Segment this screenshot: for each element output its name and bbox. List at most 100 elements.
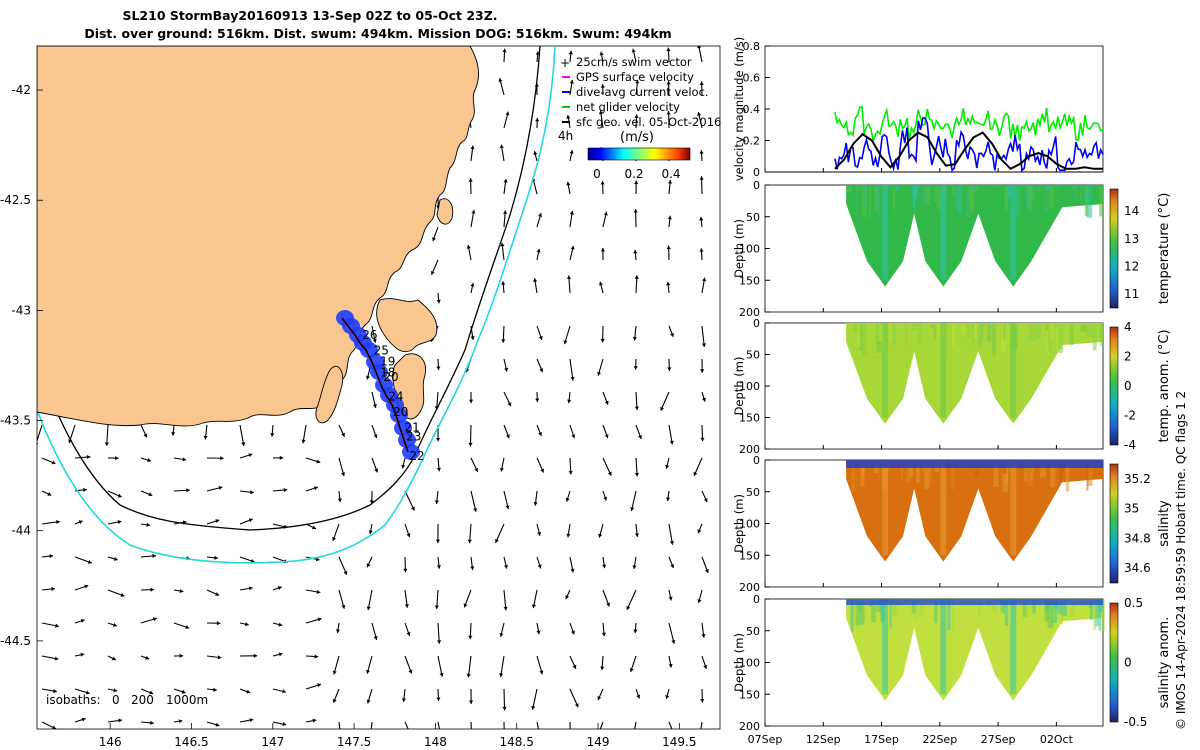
section-y-tick-label: 0 <box>753 593 760 606</box>
section-texture <box>1089 600 1093 620</box>
current-arrowhead <box>436 366 441 371</box>
current-arrow <box>404 490 415 511</box>
current-arrowhead <box>278 622 283 627</box>
current-arrow <box>700 721 703 729</box>
track-day-label: 22 <box>409 449 424 463</box>
current-arrowhead <box>49 554 54 559</box>
section-colorbar-tick: 35.2 <box>1124 472 1151 486</box>
current-arrowhead <box>603 211 608 216</box>
section-y-tick-label: 150 <box>739 549 760 562</box>
current-arrow <box>106 424 109 446</box>
section-texture <box>1044 600 1049 622</box>
current-arrowhead <box>570 245 575 250</box>
section-texture <box>930 324 934 329</box>
figure-title: SL210 StormBay20160913 13-Sep 02Z to 05-… <box>122 8 497 23</box>
current-arrowhead <box>246 689 251 694</box>
section-colorbar-tick: 34.8 <box>1124 531 1151 545</box>
section-texture <box>917 324 922 343</box>
isobath-level: 200 <box>131 693 154 707</box>
current-arrowhead <box>501 281 506 285</box>
section-texture <box>1007 186 1013 198</box>
velocity-y-tick-label: 0 <box>753 166 760 179</box>
current-arrowhead <box>366 606 371 611</box>
current-arrowhead <box>468 442 473 447</box>
map-y-ticks: -42 -42.5 -43 -43.5 -44 -44.5 <box>0 83 43 648</box>
current-arrow <box>467 655 472 678</box>
section-texture <box>928 461 933 483</box>
isobath-200m <box>37 46 541 531</box>
section-texture <box>1027 461 1033 486</box>
current-arrowhead <box>634 275 639 279</box>
track-day-label: 24 <box>388 390 403 404</box>
current-arrowhead <box>401 698 406 702</box>
current-arrowhead <box>626 605 631 610</box>
section-y-tick-label: 200 <box>739 581 760 594</box>
current-arrowhead <box>660 406 665 411</box>
section-colorbar <box>1109 463 1119 584</box>
current-arrowhead <box>668 663 673 668</box>
section-texture <box>918 600 924 617</box>
current-arrowhead <box>401 464 406 469</box>
current-arrowhead <box>250 558 255 563</box>
track-day-label: 20 <box>383 370 398 384</box>
current-arrow <box>404 721 409 729</box>
section-texture <box>1027 186 1032 210</box>
current-arrowhead <box>569 79 574 84</box>
current-arrowhead <box>539 740 543 744</box>
current-arrowhead <box>668 596 673 601</box>
current-arrow <box>701 325 705 348</box>
current-arrowhead <box>178 719 183 724</box>
section-texture <box>876 600 883 612</box>
current-arrowhead <box>568 740 572 743</box>
section-texture <box>877 324 883 342</box>
section-colorbar-tick: 14 <box>1124 204 1139 218</box>
current-arrowhead <box>598 110 604 115</box>
section-dive-core <box>1010 185 1017 281</box>
current-arrowhead <box>504 367 509 372</box>
current-arrowhead <box>249 718 254 723</box>
section-texture <box>971 324 975 345</box>
current-arrow <box>469 424 472 447</box>
section-colorbar-label: temp. anom. (°C) <box>1157 329 1172 442</box>
section-texture <box>956 186 963 214</box>
current-arrowhead <box>373 434 378 439</box>
section-ylabel: Depth (m) <box>732 633 746 692</box>
current-arrowhead <box>365 375 371 380</box>
section-y-tick-label: 150 <box>739 274 760 287</box>
current-arrowhead <box>701 343 706 347</box>
current-arrowhead <box>470 566 475 570</box>
current-arrowhead <box>467 539 472 544</box>
current-arrowhead <box>468 399 474 404</box>
current-arrow <box>500 655 505 677</box>
current-arrowhead <box>570 568 575 573</box>
section-y-tick-label: 50 <box>746 211 760 224</box>
section-texture <box>969 186 975 212</box>
section-texture <box>1074 186 1078 201</box>
section-texture <box>869 186 872 218</box>
track-day-label: 18 <box>380 365 395 379</box>
current-arrowhead <box>631 736 635 740</box>
current-arrowhead <box>703 498 708 503</box>
current-arrowhead <box>700 437 705 442</box>
section-texture <box>934 186 938 202</box>
current-arrowhead <box>537 531 542 536</box>
current-arrowhead <box>51 460 56 465</box>
current-arrowhead <box>600 338 605 343</box>
current-arrowhead <box>630 507 635 511</box>
current-arrowhead <box>566 533 571 538</box>
map-y-tick-label: -42.5 <box>0 193 31 207</box>
section-texture <box>1003 324 1006 340</box>
legend-dive-avg: dive-avg current veloc. <box>562 85 709 99</box>
current-arrowhead <box>536 248 541 253</box>
section-texture <box>1057 600 1062 615</box>
current-arrowhead <box>283 487 288 493</box>
current-arrowhead <box>152 617 157 622</box>
section-colorbar-label: temperature (°C) <box>1157 193 1172 305</box>
current-arrowhead <box>501 339 506 343</box>
current-arrowhead <box>601 632 606 637</box>
section-y-tick-label: 200 <box>739 720 760 733</box>
current-arrowhead <box>503 606 508 611</box>
isobath-level: 1000m <box>166 693 208 707</box>
current-arrowhead <box>636 694 641 699</box>
section-texture <box>945 324 948 356</box>
